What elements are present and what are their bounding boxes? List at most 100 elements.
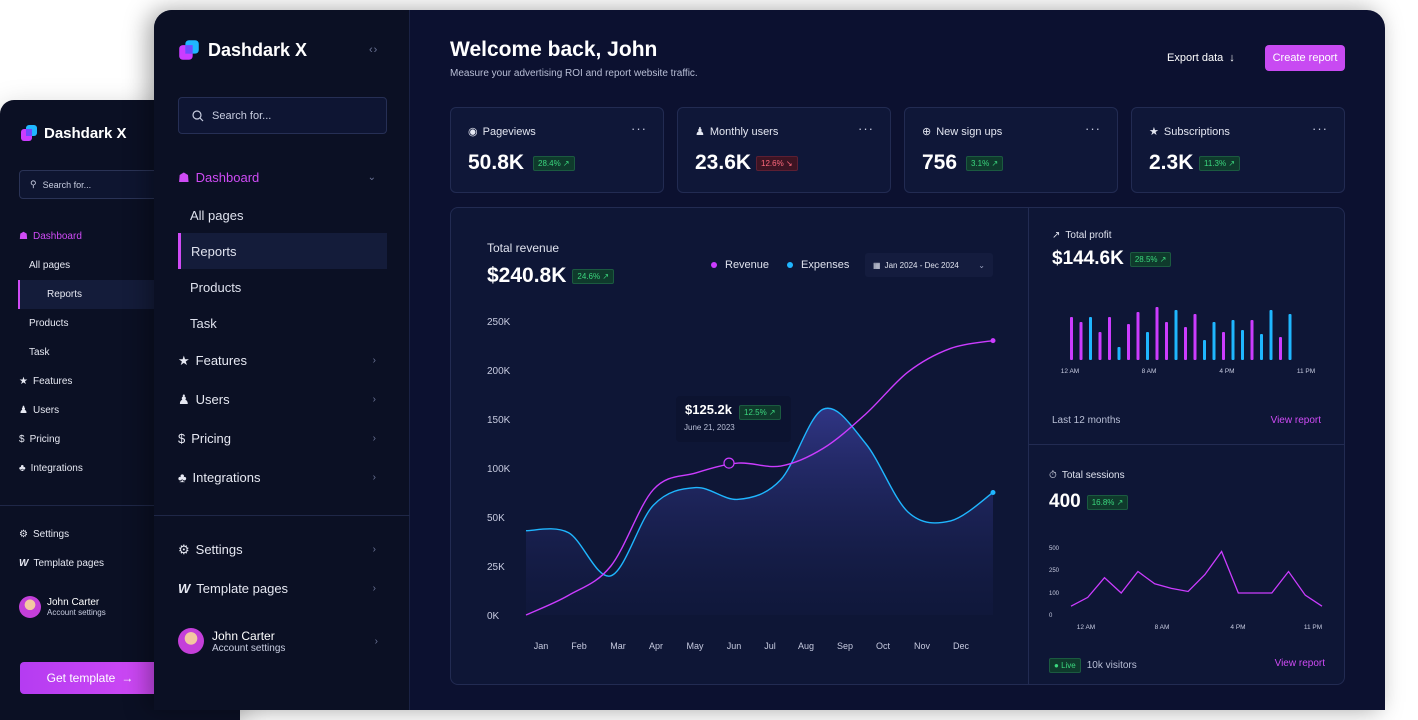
back-search-placeholder: Search for... [42,179,92,190]
arrow-up-right-icon: ↗ [1159,254,1167,264]
back-nav-users[interactable]: ♟ Users [0,396,160,425]
change-value: 12.6% [761,159,784,168]
sessions-value-row: 400 16.8% ↗ [1049,491,1129,513]
back-nav-all-pages[interactable]: All pages [0,251,160,280]
profit-bar [1165,322,1168,360]
back-nav-template-pages-label: Template pages [33,558,105,569]
sidebar-item-integrations[interactable]: ♣ Integrations › [154,458,410,497]
gear-icon: ⚙ [19,529,28,540]
profit-footer: Last 12 months [1052,415,1121,426]
sidebar-item-users[interactable]: ♟ Users › [154,380,410,419]
y-tick-label: 250K [487,317,511,328]
x-tick-label: Oct [876,641,891,651]
y-tick-label: 100K [487,464,511,475]
sidebar-item-template-pages[interactable]: W Template pages › [154,569,410,608]
back-user-subtitle: Account settings [47,608,106,617]
back-account[interactable]: John Carter Account settings [19,596,106,618]
sidebar-item-products[interactable]: Products [154,269,410,305]
legend-expenses[interactable]: Expenses [787,259,849,271]
live-label: Live [1061,661,1076,670]
logo[interactable]: Dashdark X [178,39,307,61]
back-nav-pricing[interactable]: $ Pricing [0,425,160,454]
back-nav-reports[interactable]: Reports [18,280,160,309]
search-icon [192,109,204,121]
sessions-title: Total sessions [1061,470,1125,481]
x-tick-label: Mar [610,641,626,651]
sidebar-item-reports[interactable]: Reports [178,233,387,269]
legend-revenue[interactable]: Revenue [711,259,769,271]
sessions-title-row: ⏱ Total sessions [1049,470,1125,481]
change-value: 3.1% [971,159,990,168]
y-tick-label: 200K [487,366,511,377]
x-tick-label: 12 AM [1061,368,1079,375]
sidebar-item-pricing[interactable]: $ Pricing › [154,419,410,458]
back-nav-features[interactable]: ★ Features [0,367,160,396]
back-nav-template-pages[interactable]: W Template pages [0,549,160,578]
back-nav-products[interactable]: Products [0,309,160,338]
sidebar-item-dashboard[interactable]: ☗ Dashboard ⌄ [154,158,410,197]
brand-name: Dashdark X [208,39,308,60]
x-tick-label: Dec [953,641,970,651]
arrow-up-right-icon: ↗ [991,159,999,168]
arrow-down-right-icon: ↘ [785,159,793,168]
profit-bar [1089,317,1092,360]
date-range-select[interactable]: ▦ Jan 2024 - Dec 2024 ⌄ [865,253,993,277]
puzzle-icon: ♣ [19,463,26,474]
sidebar-item-label: Reports [191,243,237,259]
stat-label: ♟ Monthly users [695,125,779,139]
sessions-view-report-link[interactable]: View report [1274,658,1325,669]
export-data-button[interactable]: Export data ↓ [1167,46,1235,70]
collapse-sidebar-icon[interactable]: ‹› [369,44,379,56]
back-search-input[interactable]: ⚲ Search for... [19,170,179,199]
gear-icon: ⚙ [178,541,190,557]
account-menu[interactable]: John Carter Account settings › [178,628,378,654]
user-name: John Carter [212,628,275,643]
revenue-value-row: $240.8K 24.6% ↗ [487,264,615,288]
back-nav: ☗ Dashboard All pages Reports Products Ta… [0,222,160,578]
more-icon[interactable]: ··· [1312,121,1328,136]
star-icon: ★ [19,376,28,387]
profit-bar [1222,332,1225,360]
back-nav-task[interactable]: Task [0,338,160,367]
back-nav-dashboard[interactable]: ☗ Dashboard [0,222,160,251]
back-logo[interactable]: Dashdark X [20,124,127,142]
more-icon[interactable]: ··· [1085,121,1101,136]
home-icon: ☗ [19,231,28,242]
search-icon: ⚲ [30,179,37,189]
stat-label-text: Monthly users [709,125,779,138]
change-value: 24.6% [577,271,601,281]
stat-label: ★ Subscriptions [1149,125,1230,139]
y-tick-label: 0K [487,611,500,622]
sidebar-divider [154,515,410,516]
stat-value: 2.3K [1149,151,1194,174]
profit-view-report-link[interactable]: View report [1270,415,1321,426]
profit-bar [1098,332,1102,360]
y-tick-label: 100 [1049,591,1060,597]
sidebar-item-task[interactable]: Task [154,305,410,341]
y-tick-label: 25K [487,562,505,573]
revenue-panel: 0K 25K 50K 100K 150K 200K 250K Jan Feb Mar Apr May J… [451,208,1028,684]
back-nav-settings-label: Settings [32,529,70,540]
star-icon: ★ [178,352,190,368]
profit-bar [1079,322,1083,360]
expenses-end-point [990,490,996,495]
more-icon[interactable]: ··· [631,121,647,136]
more-icon[interactable]: ··· [858,121,874,136]
sidebar-item-features[interactable]: ★ Features › [154,341,410,380]
chart-line-icon: ↗ [1052,230,1061,241]
avatar [19,596,41,618]
back-nav-pricing-label: Pricing [29,434,61,445]
back-nav-settings[interactable]: ⚙ Settings [0,520,160,549]
x-tick-label: Sep [837,641,853,651]
sidebar-item-settings[interactable]: ⚙ Settings › [154,530,410,569]
arrow-up-right-icon: ↗ [768,408,776,417]
expenses-line [525,407,994,577]
user-subtitle: Account settings [212,642,286,654]
y-tick-label: 0 [1049,613,1053,619]
sidebar-item-all-pages[interactable]: All pages [154,197,410,233]
search-input[interactable]: Search for... [178,97,387,134]
create-report-button[interactable]: Create report [1265,45,1345,71]
back-nav-integrations[interactable]: ♣ Integrations [0,454,160,483]
stat-label: ⊕ New sign ups [922,125,1002,139]
get-template-button[interactable]: Get template → [20,662,160,694]
